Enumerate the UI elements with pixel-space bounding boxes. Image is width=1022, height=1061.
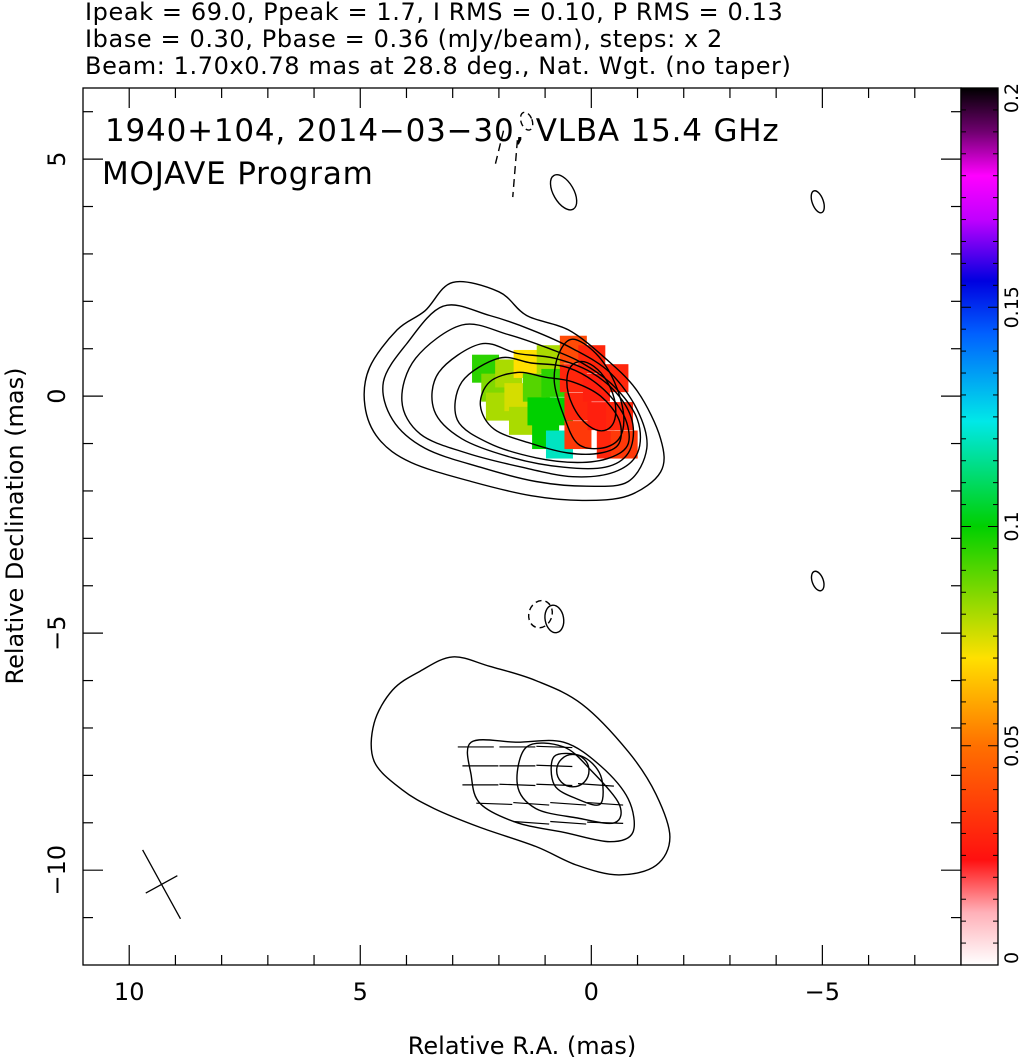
colorbar-ticks: 0.2 0.15 0.1 0.05 0 <box>961 83 1022 966</box>
jet-peak-contour <box>555 753 590 788</box>
core-contour <box>553 338 625 450</box>
minor-contour <box>810 570 825 592</box>
negative-contour <box>512 140 519 198</box>
evpa-vector-layer <box>457 745 624 825</box>
header-line-3: Beam: 1.70x0.78 mas at 28.8 deg., Nat. W… <box>85 52 792 80</box>
evpa-vector <box>476 802 513 806</box>
core-contour <box>454 356 630 464</box>
evpa-vector <box>550 801 587 806</box>
beam-cross <box>142 849 182 920</box>
evpa-vector <box>513 820 550 825</box>
beam-minor-axis <box>145 875 178 894</box>
colorbar-tick-label: 0.1 <box>1001 511 1022 541</box>
y-tick-label: −5 <box>43 615 71 650</box>
core-contour <box>382 304 648 488</box>
colorbar-tick-label: 0.2 <box>1001 83 1022 113</box>
source-label: 1940+104, 2014−03−30, VLBA 15.4 GHz <box>105 113 779 149</box>
program-label: MOJAVE Program <box>102 156 374 192</box>
evpa-vector <box>587 801 624 806</box>
colorbar-tick-label: 0.05 <box>1001 725 1022 767</box>
evpa-vector <box>499 783 536 787</box>
evpa-vector <box>536 783 573 787</box>
evpa-vector <box>587 821 624 825</box>
plot-frame <box>82 87 962 966</box>
core-peak-contour <box>566 360 617 432</box>
x-tick-label: 0 <box>584 978 599 1006</box>
negative-contour <box>527 599 554 629</box>
evpa-vector <box>536 745 573 749</box>
y-tick-label: −10 <box>43 845 71 896</box>
evpa-vector <box>550 820 587 825</box>
minor-contour <box>544 604 565 634</box>
x-axis-label: Relative R.A. (mas) <box>408 1032 636 1060</box>
header-line-2: Ibase = 0.30, Pbase = 0.36 (mJy/beam), s… <box>85 25 723 53</box>
fractional-polarization-layer <box>472 335 638 459</box>
minor-contour <box>549 174 578 211</box>
negative-contour <box>519 111 534 131</box>
colorbar-tick-label: 0 <box>1001 952 1022 964</box>
y-axis-label: Relative Declination (mas) <box>1 367 29 684</box>
colorbar-tick-label: 0.15 <box>1001 286 1022 328</box>
evpa-vector <box>577 783 614 787</box>
header-line-1: Ipeak = 69.0, Ppeak = 1.7, I RMS = 0.10,… <box>85 0 783 26</box>
y-tick-label: 0 <box>43 388 71 403</box>
jet-contour <box>370 656 671 876</box>
minor-contour <box>810 190 825 214</box>
x-tick-label: 5 <box>353 978 368 1006</box>
evpa-vector <box>536 764 573 768</box>
core-contour <box>479 371 623 455</box>
axis-ticks: 10 5 0 −5 5 0 −5 −10 <box>43 88 961 1006</box>
contour-layer <box>363 111 825 876</box>
negative-contour <box>493 130 505 169</box>
y-tick-label: 5 <box>43 151 71 166</box>
x-tick-label: −5 <box>805 978 840 1006</box>
evpa-vector <box>513 801 550 806</box>
jet-contour <box>466 739 635 843</box>
core-contour <box>363 280 665 502</box>
x-tick-label: 10 <box>114 978 145 1006</box>
